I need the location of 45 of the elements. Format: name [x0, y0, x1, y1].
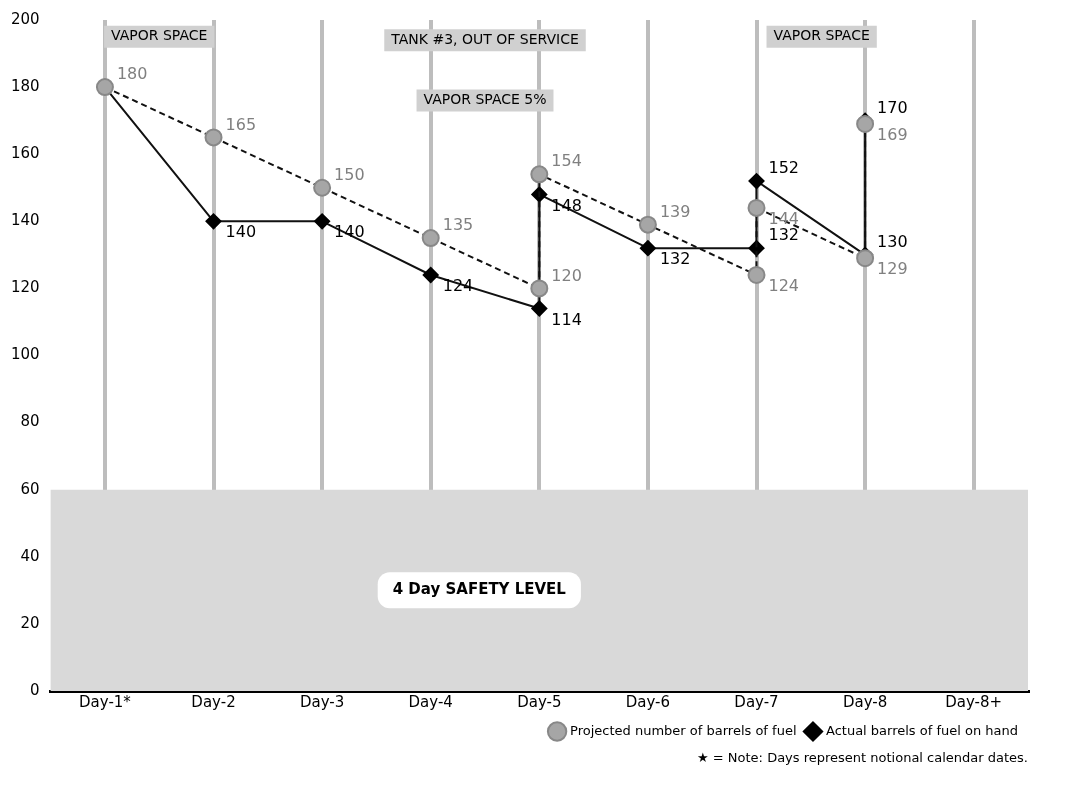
x-tick-label: Day-6: [625, 692, 671, 711]
y-tick-label: 100: [10, 345, 40, 364]
data-label: 140: [225, 222, 257, 242]
data-label: 139: [659, 201, 691, 221]
x-tick-label: Day-5: [517, 692, 562, 711]
y-tick-label: 160: [10, 144, 40, 163]
data-label: 120: [551, 265, 582, 285]
annotation: VAPOR SPACE: [111, 27, 208, 44]
annotation: TANK #3, OUT OF SERVICE: [390, 30, 579, 47]
x-tick-label: Day-2: [191, 692, 236, 711]
y-tick-label: 80: [20, 412, 40, 431]
data-label: 132: [768, 225, 800, 245]
legend-label: Actual barrels of fuel on hand: [825, 722, 1019, 738]
data-label: 150: [334, 164, 365, 184]
data-label: 165: [225, 114, 257, 134]
y-tick-label: 0: [30, 680, 40, 699]
text: ★ = Note: Days represent notional calendar dates.: [696, 750, 1028, 765]
x-tick-label: Day-4: [408, 692, 453, 711]
data-label: 152: [768, 158, 800, 178]
data-label: 132: [659, 249, 691, 269]
x-tick-label: Day-1*: [79, 692, 132, 711]
data-label: 135: [442, 215, 474, 235]
y-tick-label: 200: [10, 9, 40, 28]
y-tick-label: 140: [10, 211, 40, 230]
y-tick-label: 180: [10, 76, 40, 95]
data-label: 129: [877, 259, 908, 279]
annotation: VAPOR SPACE: [773, 27, 870, 44]
data-label: 180: [116, 64, 148, 84]
x-tick-label: Day-8: [842, 692, 888, 711]
data-label: 130: [877, 232, 908, 252]
data-label: 170: [877, 97, 908, 117]
data-label: 114: [551, 309, 582, 329]
y-tick-label: 60: [20, 479, 40, 498]
legend-label: Projected number of barrels of fuel: [570, 722, 797, 738]
data-label: 169: [877, 125, 908, 145]
annotation: VAPOR SPACE 5%: [423, 91, 547, 108]
y-tick-label: 20: [20, 613, 40, 632]
x-tick-label: Day-3: [299, 692, 345, 711]
data-label: 154: [551, 151, 582, 171]
y-tick-label: 120: [10, 278, 40, 297]
band-label: 4 Day SAFETY LEVEL: [392, 580, 567, 599]
x-tick-label: Day-7: [734, 692, 779, 711]
data-label: 124: [768, 276, 800, 296]
y-tick-label: 40: [20, 546, 40, 565]
x-tick-label: Day-8+: [945, 692, 1003, 711]
